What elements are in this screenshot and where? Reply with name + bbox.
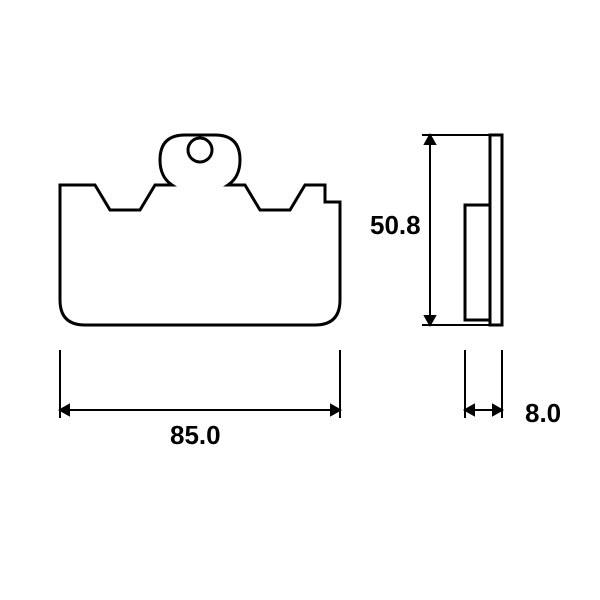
width-dimension-label: 85.0	[170, 420, 221, 451]
diagram-canvas: 85.0 50.8 8.0	[0, 0, 600, 600]
width-dimension-line	[0, 0, 600, 600]
height-dimension-label: 50.8	[370, 210, 421, 241]
thickness-dimension-label: 8.0	[525, 398, 561, 429]
